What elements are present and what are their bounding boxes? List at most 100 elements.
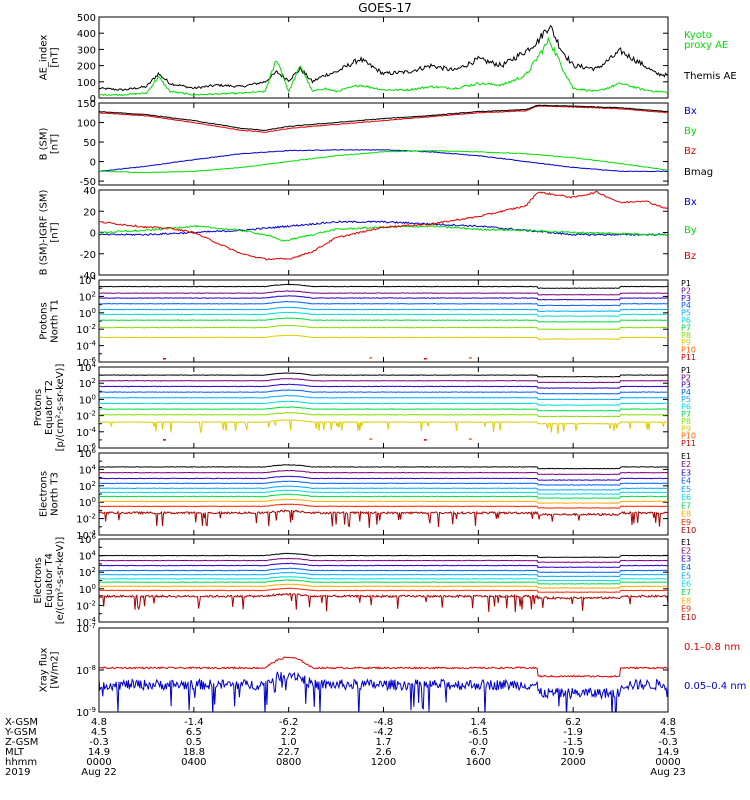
- legend-entry: E1: [681, 452, 691, 461]
- y-axis-label: Electrons: [33, 557, 44, 603]
- y-tick-label: -50: [80, 177, 96, 188]
- panel-eeq: 106 104 102 100 10-2 10-4 Electrons Equator T4[…: [33, 533, 696, 629]
- legend-entry: E2: [681, 460, 691, 469]
- panel-frame: [98, 627, 669, 713]
- x-row-value: -0.3: [658, 737, 678, 748]
- y-tick-label: 10-4: [76, 529, 96, 542]
- legend-entry: P6: [681, 403, 691, 412]
- series-line-p2: [99, 377, 668, 384]
- series-line-e4: [99, 480, 668, 486]
- legend-entry: P3: [681, 294, 691, 303]
- x-row-value: -6.5: [469, 727, 489, 738]
- legend-entry: P11: [681, 439, 696, 448]
- series-line-bx: [99, 220, 668, 237]
- series-line-kyoto-proxy-ae: [99, 36, 668, 97]
- y-axis-label: B (SM)-IGRF (SM): [39, 190, 50, 276]
- series-line-e8: [99, 583, 668, 589]
- series-line-p4: [99, 300, 668, 307]
- legend-entry: E10: [681, 613, 696, 622]
- legend-entry: P10: [681, 432, 696, 441]
- legend-entry: P1: [681, 366, 691, 375]
- legend-entry: E3: [681, 468, 691, 477]
- legend-entry: E7: [681, 588, 691, 597]
- series-line-p5: [99, 306, 668, 312]
- y-tick-label: 40: [83, 186, 96, 197]
- series-line-e5: [99, 485, 668, 491]
- legend-entry: By: [684, 225, 697, 236]
- y-tick-label: -20: [80, 250, 96, 261]
- series-line-e8: [99, 498, 668, 504]
- series-line-e1: [99, 464, 668, 470]
- series-line-0-1-0-8-nm: [99, 656, 668, 678]
- y-tick-label: 100: [79, 393, 96, 406]
- legend-entry: P3: [681, 381, 691, 390]
- series-line-e10: [99, 592, 668, 613]
- chart-title: GOES-17: [358, 1, 412, 15]
- legend-entry: E1: [681, 538, 691, 547]
- legend-entry: E10: [681, 526, 696, 535]
- legend-entry: E8: [681, 596, 691, 605]
- x-row-value: 4.8: [91, 717, 107, 728]
- x-row-value: 1600: [466, 757, 491, 768]
- y-tick-label: 10-2: [76, 323, 96, 336]
- legend-entry: E9: [681, 605, 691, 614]
- panel-frame: [98, 279, 669, 363]
- series-line-e9: [99, 587, 668, 593]
- series-line-e3: [99, 475, 668, 481]
- legend-entry: P4: [681, 388, 691, 397]
- y-tick-label: 10-4: [76, 426, 96, 439]
- series-line-bx: [99, 149, 668, 173]
- y-tick-label: 102: [79, 290, 96, 303]
- legend-entry: P4: [681, 301, 691, 310]
- x-row-value: 4.5: [91, 727, 107, 738]
- panel-xray: 10-7 10-8 10-9 Xray flux [W/m2] 0.1–0.8 nm 0.0…: [39, 622, 747, 719]
- series-line-bz: [99, 105, 668, 133]
- legend-entry: proxy AE: [684, 40, 728, 51]
- legend-entry: E4: [681, 477, 691, 486]
- series-line-bmag: [99, 104, 668, 132]
- series-line-e6: [99, 576, 668, 582]
- series-line-p1: [99, 372, 668, 378]
- x-row-value: 6.5: [186, 727, 202, 738]
- series-line-0-05-0-4-nm: [99, 671, 668, 712]
- y-tick-label: 106: [79, 533, 97, 546]
- series-line-e2: [99, 469, 668, 476]
- y-tick-label: 104: [79, 550, 97, 563]
- series-line-p8: [99, 324, 668, 330]
- x-row-value: 1200: [371, 757, 396, 768]
- legend-entry: Bmag: [684, 167, 713, 178]
- y-axis-label: Protons: [39, 302, 50, 339]
- legend-entry: Kyoto: [684, 30, 712, 41]
- y-tick-label: 200: [77, 62, 96, 73]
- series-line-e10: [99, 509, 668, 529]
- series-line-e6: [99, 489, 668, 495]
- y-axis-label: B (SM): [39, 127, 50, 160]
- y-tick-label: 104: [79, 274, 97, 287]
- x-row-value: 2000: [560, 757, 585, 768]
- y-tick-label: 100: [79, 496, 96, 509]
- panel-bdiff: 40 20 0 -20 -40 B (SM)-IGRF (SM) [nT] Bx By Bz: [39, 186, 697, 282]
- y-tick-label: 100: [79, 307, 96, 320]
- y-tick-label: 100: [79, 583, 96, 596]
- x-row-value: 4.5: [660, 727, 676, 738]
- x-row-label: MLT: [5, 747, 25, 758]
- y-tick-label: 10-4: [76, 616, 96, 629]
- y-tick-label: 10-6: [76, 356, 96, 369]
- series-line-p9: [99, 334, 668, 340]
- y-axis-label: [nT]: [50, 222, 61, 242]
- y-axis-label: Equator T2: [44, 380, 55, 435]
- y-tick-label: 0: [90, 94, 96, 105]
- y-axis-label: AE_index: [39, 35, 50, 81]
- legend-entry: 0.05–0.4 nm: [684, 681, 746, 692]
- legend-entry: P5: [681, 395, 691, 404]
- y-axis-label: Electrons: [39, 471, 50, 517]
- y-tick-label: 10-9: [76, 706, 96, 719]
- legend-entry: Bx: [684, 106, 697, 117]
- series-line-p8: [99, 412, 668, 418]
- legend-entry: P9: [681, 338, 691, 347]
- legend-entry: P8: [681, 331, 691, 340]
- series-line-e2: [99, 557, 668, 564]
- series-line-e4: [99, 567, 668, 573]
